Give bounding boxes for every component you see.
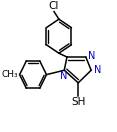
Text: SH: SH <box>71 97 85 107</box>
Text: N: N <box>88 51 95 61</box>
Text: Cl: Cl <box>49 1 59 11</box>
Text: CH₃: CH₃ <box>1 70 18 79</box>
Text: N: N <box>60 71 67 81</box>
Text: N: N <box>93 65 101 75</box>
